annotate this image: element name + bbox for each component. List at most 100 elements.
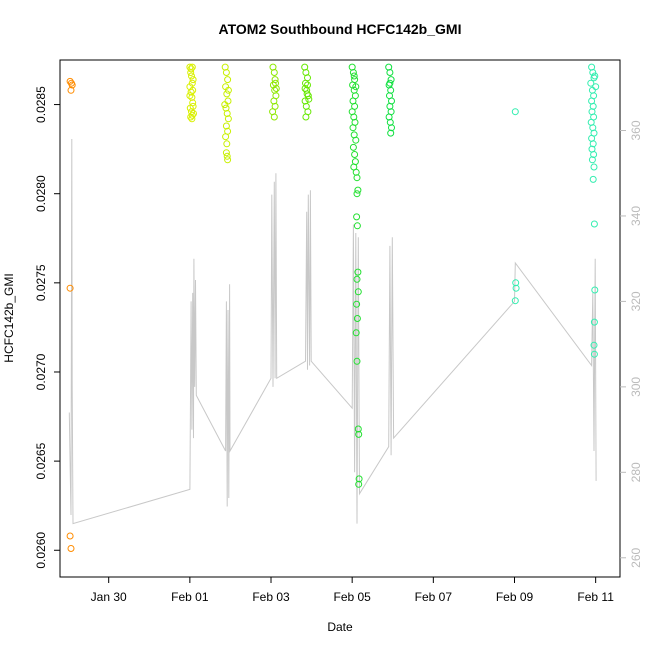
data-point: [349, 124, 357, 132]
altitude-layer: [68, 138, 597, 525]
data-point: [353, 300, 361, 308]
data-point: [512, 284, 520, 292]
y2-tick-label: 320: [629, 291, 643, 311]
chart-title: ATOM2 Southbound HCFC142b_GMI: [219, 21, 462, 37]
data-point: [386, 118, 394, 126]
data-point: [224, 76, 232, 84]
data-point: [222, 149, 230, 157]
data-point: [224, 86, 232, 94]
data-point: [590, 350, 598, 358]
y-axis-label: HCFC142b_GMI: [2, 273, 16, 362]
x-tick-label: Feb 05: [333, 590, 371, 604]
data-point: [222, 133, 230, 141]
y2-tick-label: 300: [629, 377, 643, 397]
data-point: [223, 152, 231, 160]
data-point: [386, 102, 394, 110]
data-point: [355, 480, 363, 488]
data-point: [352, 168, 360, 176]
data-point: [354, 186, 362, 194]
data-point: [270, 113, 278, 121]
data-point: [589, 140, 597, 148]
y-tick-label: 0.0280: [34, 175, 48, 212]
series-1: [186, 63, 197, 123]
x-tick-label: Feb 07: [415, 590, 453, 604]
x-tick-label: Feb 11: [577, 590, 614, 604]
data-point: [66, 532, 74, 540]
data-point: [302, 79, 309, 87]
y-tick-label: 0.0265: [34, 442, 48, 479]
x-tick-label: Feb 03: [252, 590, 290, 604]
data-point: [388, 124, 395, 132]
altitude-series-line: [68, 138, 597, 525]
data-point: [387, 129, 395, 137]
data-point: [354, 268, 362, 276]
data-point: [272, 79, 279, 87]
data-point: [304, 92, 312, 100]
data-point: [189, 102, 197, 110]
data-point: [223, 140, 231, 148]
data-point: [188, 63, 196, 71]
data-point: [352, 329, 360, 337]
data-point: [353, 190, 361, 198]
y2-tick-label: 280: [629, 462, 643, 482]
series-4: [301, 63, 313, 121]
data-point: [302, 113, 310, 121]
data-point: [188, 79, 196, 87]
data-point: [187, 65, 195, 73]
data-point: [353, 213, 361, 221]
data-point: [224, 115, 232, 123]
y-tick-label: 0.0275: [34, 264, 48, 301]
axes-layer: Jan 30 Feb 01 Feb 03 Feb 05 Feb 07 Feb 09 Feb …: [34, 86, 643, 604]
data-point: [591, 286, 599, 294]
data-point: [189, 76, 197, 84]
data-point: [66, 77, 74, 85]
data-point: [224, 156, 232, 164]
x-tick-label: Jan 30: [91, 590, 127, 604]
data-point: [512, 279, 520, 287]
data-point: [186, 92, 194, 100]
data-point: [304, 81, 311, 89]
data-point: [67, 86, 75, 94]
y-tick-label: 0.0260: [34, 532, 48, 569]
data-point: [353, 315, 361, 322]
data-point: [591, 72, 599, 80]
data-point: [590, 220, 598, 228]
data-point: [190, 110, 197, 117]
series-5: [348, 63, 363, 488]
data-point: [223, 110, 231, 117]
data-point: [189, 86, 197, 94]
data-point: [353, 275, 361, 283]
data-point: [66, 284, 74, 292]
data-point: [270, 69, 278, 76]
data-point: [222, 122, 230, 130]
data-point: [590, 151, 598, 158]
data-point: [188, 93, 196, 101]
data-point: [221, 101, 229, 109]
data-point: [186, 63, 194, 71]
data-point: [589, 175, 597, 183]
data-point: [355, 430, 363, 438]
data-point: [511, 297, 519, 305]
data-point: [589, 102, 597, 110]
series-7: [511, 63, 600, 358]
data-point: [354, 288, 362, 296]
data-point: [588, 156, 596, 164]
data-point: [587, 79, 595, 87]
data-point: [386, 79, 394, 87]
data-point: [67, 545, 75, 552]
data-point: [187, 88, 195, 96]
data-point: [223, 90, 231, 98]
x-tick-label: Feb 09: [496, 590, 534, 604]
x-axis-label: Date: [327, 620, 353, 634]
series-2: [221, 63, 232, 164]
data-point: [592, 83, 600, 91]
series-3: [269, 63, 280, 121]
data-point: [305, 95, 313, 103]
data-point: [301, 85, 309, 92]
data-point: [511, 108, 519, 116]
y2-tick-label: 340: [629, 206, 643, 226]
data-point: [349, 143, 357, 151]
data-point: [590, 318, 598, 326]
